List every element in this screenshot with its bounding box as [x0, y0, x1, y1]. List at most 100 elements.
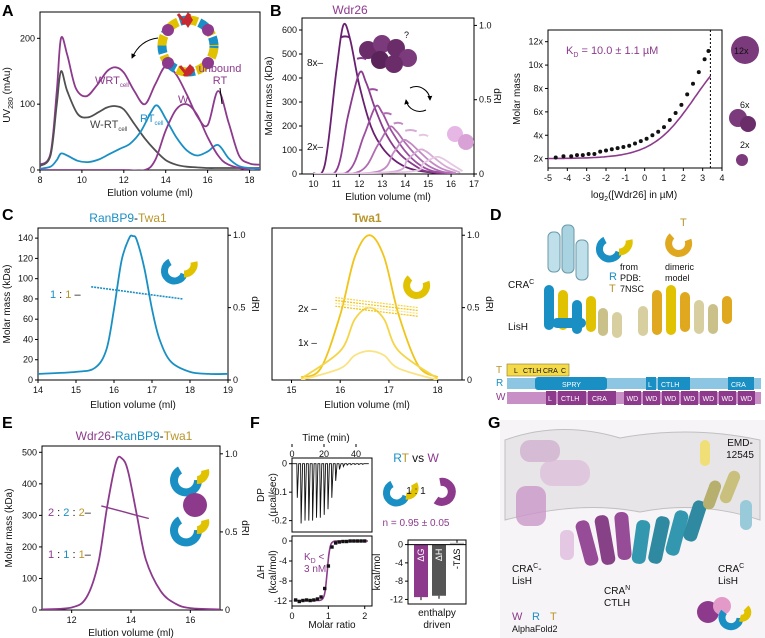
x-tick-label: 15: [423, 179, 433, 189]
bar-y-ticks: 0 -4 -8 -12: [390, 540, 408, 604]
data-point: [580, 153, 585, 158]
wdr26-oligomer-illustration: ?: [359, 30, 417, 73]
y-tick-label: 400: [282, 73, 297, 83]
panel-f-top-x-ticks: 0 20 40: [289, 444, 361, 459]
cryo-em-structure: [504, 428, 761, 566]
panel-a-traces: [40, 36, 260, 170]
ratio-1-1: 1 : 1 –: [50, 289, 81, 301]
bar-label: ΔG: [416, 549, 426, 562]
injection-trace: [292, 463, 369, 524]
structure-right: [638, 285, 732, 336]
label-w: W: [178, 94, 189, 106]
y-tick-label: -0.1: [271, 487, 287, 497]
panel-c: C RanBP9-Twa1 14 15 16 17 18 19 0 20 40 60 80 100 1…: [2, 207, 494, 411]
itc-points: [293, 539, 367, 604]
panel-b2-fit-curve: [548, 30, 712, 168]
rt-vs-w: RT vs W: [393, 451, 439, 465]
rt-icon: [596, 236, 633, 263]
itc-point: [308, 598, 312, 603]
twa1-trace-1: [300, 234, 439, 378]
track-t-name: T: [496, 365, 502, 376]
x-tick-label: 12: [119, 175, 129, 185]
molar-mass-segment-1: [340, 35, 351, 39]
r-domain-spry: SPRY: [562, 382, 581, 389]
annotation-12x: 12x: [734, 46, 749, 56]
panel-f: F Time (min) 0 20 40 0-0.1-0.2 DP (µcal/se…: [250, 415, 467, 631]
wd-label: WD: [665, 396, 677, 403]
emd-id: 12545: [726, 450, 754, 461]
panel-e-x-ticks: 12 14 16: [67, 610, 195, 625]
x-tick-label: 16: [185, 615, 195, 625]
y-tick-label: 600: [282, 25, 297, 35]
panel-b-title: Wdr26: [332, 3, 368, 17]
mark-8x: 8x–: [307, 58, 324, 69]
x-tick-label: 12: [354, 179, 364, 189]
x-tick-label: 15: [71, 385, 81, 395]
cra-c-right: CRAC: [718, 563, 744, 575]
t-domain-cra: CRA: [543, 368, 558, 375]
data-point: [575, 153, 579, 158]
y-tick-label: 0: [282, 459, 287, 469]
bar-label: -TΔS: [452, 549, 462, 570]
x-tick-label: 13: [377, 179, 387, 189]
label-w-rt: W-RTcell: [90, 119, 127, 133]
data-point: [604, 148, 608, 153]
wdr26-trace-4: [313, 125, 456, 174]
y-tick-label: 8x: [533, 83, 543, 93]
panel-e-right-label: dRI: [239, 520, 250, 536]
trace-w: [40, 103, 260, 170]
x-tick-label: 14: [33, 385, 43, 395]
wd-box-6: [719, 391, 736, 405]
data-point: [638, 139, 643, 144]
y-tick-label: 40: [23, 334, 33, 344]
wd-label: WD: [741, 396, 753, 403]
ratio-1-1-1: 1 : 1 : 1–: [48, 549, 92, 561]
data-point: [667, 118, 672, 123]
emd-label: EMD-: [727, 438, 753, 449]
y-tick-label: 80: [23, 294, 33, 304]
y-tick-label: 0.5: [479, 95, 492, 105]
twa1-mass-2: [335, 296, 419, 309]
data-point: [662, 125, 666, 130]
panel-e-traces: [42, 455, 220, 610]
wd-box-5: [700, 391, 717, 405]
panel-b2: -5 -4 -3 -2 -1 0 1 2 3 4 2x 4x 6x 8x 10x 12x log2([Wdr…: [512, 29, 759, 203]
itc-point: [326, 564, 331, 568]
y-tick-label: 6x: [533, 107, 543, 117]
alphafold-label: AlphaFold2: [512, 624, 558, 634]
domain-track-t: T L CTLH CRA C: [496, 363, 570, 377]
t-label: T: [609, 283, 616, 295]
ctlh-mid: CTLH: [604, 598, 630, 609]
itc-point: [319, 595, 323, 599]
y-tick-label: 0.5: [233, 303, 246, 313]
r-label: R: [609, 271, 617, 283]
x-tick-label: 17: [147, 385, 157, 395]
molar-mass-segment-3: [368, 88, 379, 92]
cra-c-label: CRAC: [508, 279, 534, 291]
legend-t: T: [550, 611, 557, 623]
panel-c-letter: C: [2, 207, 14, 224]
cra-c-lish-left: CRAC-: [512, 563, 542, 575]
bar-label: ΔH: [434, 549, 444, 562]
legend-r: R: [532, 611, 540, 623]
panel-b: B Wdr26 10 11 12 13 14 15 16 17 0 100 200 300 400 50…: [264, 3, 502, 203]
data-point: [621, 144, 626, 149]
y-tick-label: 0: [398, 540, 403, 550]
data-point: [627, 143, 632, 148]
annotation-2x: 2x: [740, 140, 750, 150]
x-tick-label: 19: [223, 385, 233, 395]
twa1-mass-1: [335, 299, 419, 312]
panel-f-bottom-y-ticks: 0 -4 -8 -12: [274, 536, 292, 606]
molar-mass-segment-5: [393, 121, 404, 125]
track-w-name: W: [496, 392, 506, 403]
enthalpy-label: enthalpy: [418, 608, 456, 619]
data-point: [702, 57, 707, 62]
panel-b-right-ticks: 0 0.5 1.0: [474, 20, 492, 179]
y-tick-label: 300: [22, 510, 37, 520]
x-tick-label: -3: [583, 173, 591, 183]
y-tick-label: 0: [467, 375, 472, 385]
y-tick-label: -12: [390, 594, 403, 604]
domain-track-r: R SPRY L CTLH CRA: [496, 377, 761, 390]
x-tick-label: 15: [286, 385, 296, 395]
x-tick-label: 14: [126, 615, 136, 625]
